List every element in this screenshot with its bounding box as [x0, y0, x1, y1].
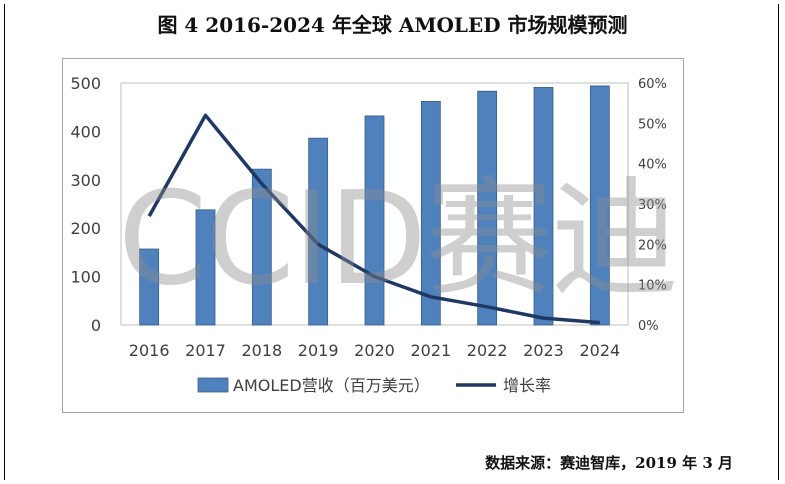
x-tick-label: 2016: [129, 341, 170, 360]
x-tick-label: 2020: [354, 341, 395, 360]
y-left-tick-label: 300: [70, 171, 101, 190]
x-tick-label: 2019: [298, 341, 339, 360]
y-right-tick-label: 0%: [638, 319, 659, 334]
legend-bar-label: AMOLED营收（百万美元）: [233, 376, 430, 395]
chart-svg: 0 100 200 300 400 500 0% 10% 20% 30% 40% 50% 60% 2016…: [70, 74, 667, 395]
bar: [589, 85, 610, 326]
y-left-tick-label: 100: [70, 268, 101, 287]
source-note: 数据来源：赛迪智库，2019 年 3 月: [485, 454, 733, 472]
bar: [251, 168, 272, 326]
x-tick-label: 2022: [467, 341, 508, 360]
y-left-tick-label: 500: [70, 74, 101, 93]
x-tick-label: 2021: [410, 341, 451, 360]
x-tick-label: 2024: [579, 341, 620, 360]
bar: [477, 90, 498, 326]
frame-left-line: [4, 4, 5, 480]
y-right-tick-label: 60%: [638, 77, 667, 92]
y-left-tick-label: 200: [70, 219, 101, 238]
figure-title: 图 4 2016-2024 年全球 AMOLED 市场规模预测: [157, 13, 628, 37]
y-right-tick-label: 20%: [638, 238, 667, 253]
y-right-tick-label: 50%: [638, 117, 667, 132]
legend-bar-swatch: [197, 377, 229, 393]
x-tick-label: 2023: [523, 341, 564, 360]
y-left-tick-label: 400: [70, 122, 101, 141]
bar: [420, 100, 441, 326]
y-right-tick-label: 10%: [638, 279, 667, 294]
watermark: CCID赛迪: [118, 165, 679, 314]
bar: [195, 209, 216, 326]
frame-right-line: [778, 4, 779, 480]
x-tick-label: 2017: [185, 341, 226, 360]
chart-area: 0 100 200 300 400 500 0% 10% 20% 30% 40% 50% 60% 2016…: [62, 58, 684, 413]
y-left-tick-label: 0: [91, 316, 101, 335]
bar: [139, 248, 160, 326]
growth-line: [147, 113, 600, 325]
y-right-tick-label: 30%: [638, 198, 667, 213]
bar: [533, 86, 554, 326]
legend-line-label: 增长率: [503, 376, 551, 395]
y-right-tick-label: 40%: [638, 158, 667, 173]
x-tick-label: 2018: [241, 341, 282, 360]
